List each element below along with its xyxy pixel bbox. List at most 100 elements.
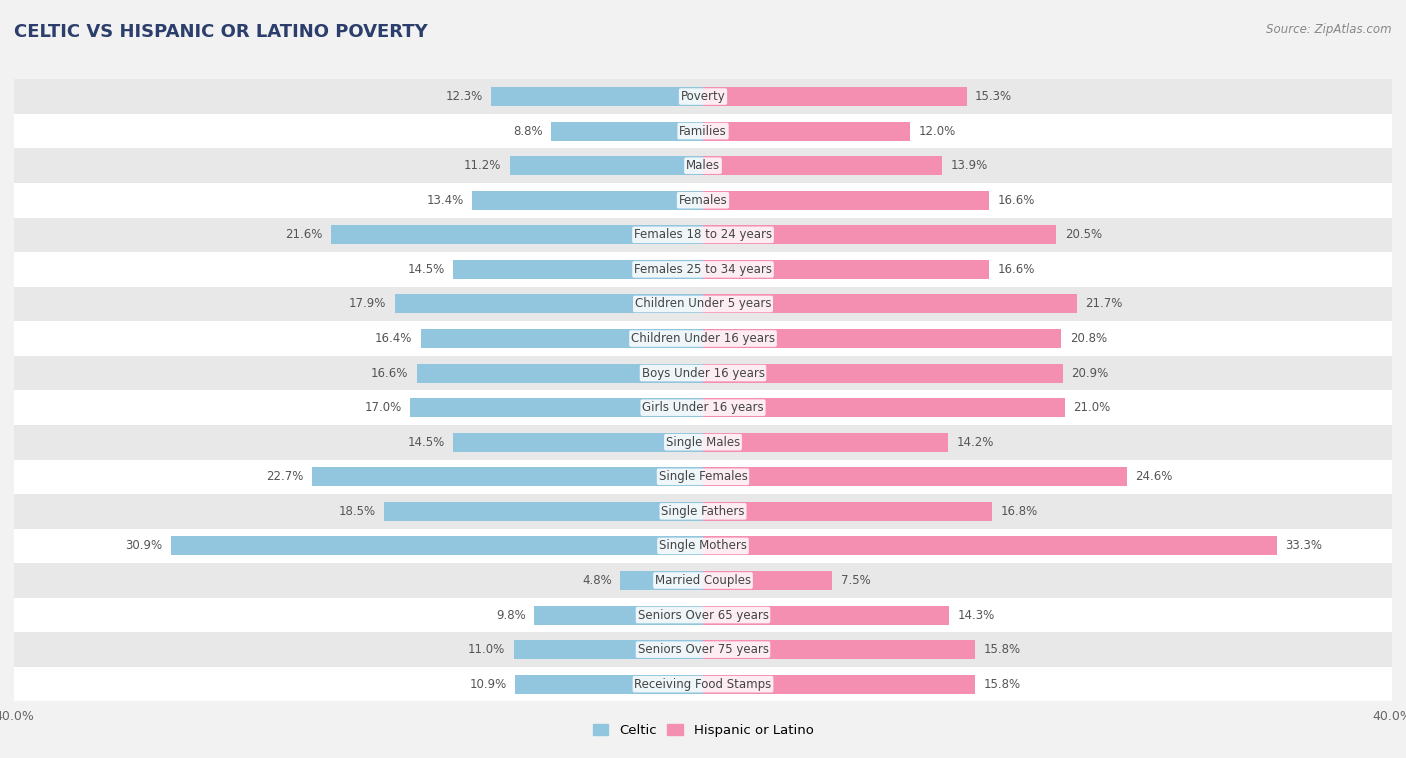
Text: 16.6%: 16.6% [371,367,409,380]
Bar [14,598,1392,632]
Legend: Celtic, Hispanic or Latino: Celtic, Hispanic or Latino [588,719,818,742]
Bar [312,467,703,487]
Bar [703,640,976,659]
Text: 16.4%: 16.4% [374,332,412,345]
Bar [703,675,976,694]
Text: 18.5%: 18.5% [339,505,375,518]
Bar [703,156,942,175]
Bar [491,87,703,106]
Text: 16.6%: 16.6% [997,194,1035,207]
Bar [14,563,1392,598]
Text: Source: ZipAtlas.com: Source: ZipAtlas.com [1267,23,1392,36]
Bar [14,459,1392,494]
Bar [534,606,703,625]
Text: 24.6%: 24.6% [1135,470,1173,484]
Text: 22.7%: 22.7% [266,470,304,484]
Bar [703,502,993,521]
Text: Families: Families [679,124,727,138]
Text: Children Under 16 years: Children Under 16 years [631,332,775,345]
Text: 17.9%: 17.9% [349,297,387,311]
Bar [453,433,703,452]
Bar [551,121,703,141]
Text: 33.3%: 33.3% [1285,540,1322,553]
Text: Females: Females [679,194,727,207]
Text: Single Males: Single Males [666,436,740,449]
Bar [515,675,703,694]
Bar [395,294,703,314]
Bar [14,149,1392,183]
Text: Single Fathers: Single Fathers [661,505,745,518]
Text: 14.3%: 14.3% [957,609,995,622]
Bar [703,537,1277,556]
Text: Females 25 to 34 years: Females 25 to 34 years [634,263,772,276]
Bar [170,537,703,556]
Bar [703,225,1056,244]
Text: Married Couples: Married Couples [655,574,751,587]
Text: 14.5%: 14.5% [408,436,444,449]
Text: 11.0%: 11.0% [468,643,505,656]
Text: 15.8%: 15.8% [984,678,1021,691]
Bar [14,494,1392,528]
Bar [418,364,703,383]
Text: 9.8%: 9.8% [496,609,526,622]
Bar [14,252,1392,287]
Text: 14.2%: 14.2% [956,436,994,449]
Text: 13.4%: 13.4% [426,194,464,207]
Text: Females 18 to 24 years: Females 18 to 24 years [634,228,772,241]
Text: Girls Under 16 years: Girls Under 16 years [643,401,763,414]
Bar [14,80,1392,114]
Bar [14,218,1392,252]
Text: Children Under 5 years: Children Under 5 years [634,297,772,311]
Bar [14,390,1392,425]
Bar [703,571,832,590]
Text: 8.8%: 8.8% [513,124,543,138]
Bar [420,329,703,348]
Text: 11.2%: 11.2% [464,159,502,172]
Text: 14.5%: 14.5% [408,263,444,276]
Text: Seniors Over 75 years: Seniors Over 75 years [637,643,769,656]
Bar [384,502,703,521]
Text: Males: Males [686,159,720,172]
Bar [453,260,703,279]
Text: Single Females: Single Females [658,470,748,484]
Text: 16.6%: 16.6% [997,263,1035,276]
Bar [411,398,703,417]
Bar [703,606,949,625]
Text: 10.9%: 10.9% [470,678,506,691]
Bar [330,225,703,244]
Text: 13.9%: 13.9% [950,159,988,172]
Bar [14,287,1392,321]
Bar [14,632,1392,667]
Text: 15.8%: 15.8% [984,643,1021,656]
Text: 21.6%: 21.6% [285,228,322,241]
Bar [14,321,1392,356]
Bar [703,260,988,279]
Bar [14,356,1392,390]
Bar [14,667,1392,701]
Bar [703,398,1064,417]
Text: 17.0%: 17.0% [364,401,402,414]
Bar [703,364,1063,383]
Text: Receiving Food Stamps: Receiving Food Stamps [634,678,772,691]
Text: 21.0%: 21.0% [1073,401,1111,414]
Text: Boys Under 16 years: Boys Under 16 years [641,367,765,380]
Bar [513,640,703,659]
Bar [510,156,703,175]
Bar [703,467,1126,487]
Text: 21.7%: 21.7% [1085,297,1123,311]
Bar [703,121,910,141]
Bar [14,183,1392,218]
Text: Poverty: Poverty [681,90,725,103]
Bar [703,329,1062,348]
Bar [703,433,948,452]
Text: 12.0%: 12.0% [918,124,956,138]
Bar [14,114,1392,149]
Text: 12.3%: 12.3% [446,90,482,103]
Text: 16.8%: 16.8% [1001,505,1038,518]
Text: 7.5%: 7.5% [841,574,870,587]
Text: CELTIC VS HISPANIC OR LATINO POVERTY: CELTIC VS HISPANIC OR LATINO POVERTY [14,23,427,41]
Bar [472,191,703,210]
Text: 4.8%: 4.8% [582,574,612,587]
Text: 30.9%: 30.9% [125,540,162,553]
Text: 20.5%: 20.5% [1064,228,1102,241]
